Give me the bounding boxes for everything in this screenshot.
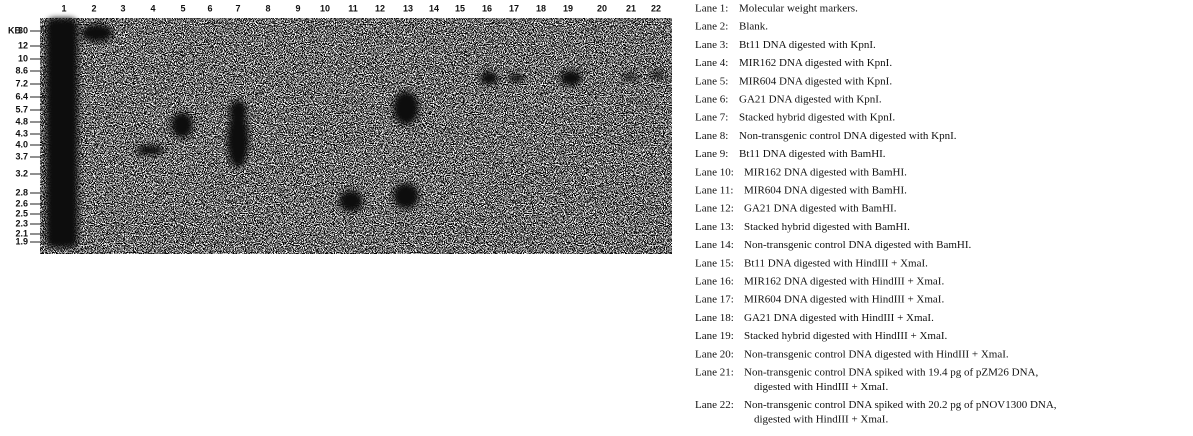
legend-text: MIR604 DNA digested with HindIII + XmaI. (744, 294, 944, 306)
size-marker: 2.3 (15, 218, 28, 228)
lane-number: 14 (429, 3, 439, 13)
legend-text: MIR604 DNA digested with BamHI. (744, 185, 907, 197)
legend-text: GA21 DNA digested with KpnI. (739, 94, 882, 106)
lane-number: 6 (207, 3, 212, 13)
size-marker: 4.0 (15, 139, 28, 149)
lane-number: 4 (150, 3, 155, 13)
legend-text: Stacked hybrid digested with KpnI. (739, 112, 895, 124)
legend-lane: Lane 20: (695, 348, 734, 360)
size-marker: 3.2 (15, 168, 28, 178)
legend-text: MIR162 DNA digested with KpnI. (739, 57, 892, 69)
lane-number: 8 (265, 3, 270, 13)
legend-lane: Lane 16: (695, 276, 734, 288)
size-marker: 4.8 (15, 116, 28, 126)
size-marker: 3.7 (15, 151, 28, 161)
legend-text: Bt11 DNA digested with KpnI. (739, 39, 876, 51)
legend-text: MIR604 DNA digested with KpnI. (739, 75, 892, 87)
legend-lane: Lane 18: (695, 312, 734, 324)
lane-number: 22 (651, 3, 661, 13)
gel (40, 18, 672, 254)
legend-continuation: digested with HindIII + XmaI. (754, 414, 888, 426)
legend-lane: Lane 21: (695, 367, 734, 379)
size-marker: 5.7 (15, 104, 28, 114)
legend-lane: Lane 1: (695, 3, 728, 15)
size-marker: 4.3 (15, 128, 28, 138)
legend-lane: Lane 7: (695, 112, 728, 124)
lane-number: 1 (61, 3, 66, 13)
size-marker: 30 (18, 25, 28, 35)
legend-text: Bt11 DNA digested with HindIII + XmaI. (744, 257, 928, 269)
legend-text: Non-transgenic control DNA digested with… (744, 348, 1009, 360)
lane-number: 20 (597, 3, 607, 13)
size-marker: 10 (18, 53, 28, 63)
lane-number: 21 (626, 3, 636, 13)
legend-text: Molecular weight markers. (739, 3, 858, 15)
legend-text: Non-transgenic control DNA spiked with 1… (744, 367, 1038, 379)
legend-text: Non-transgenic control DNA digested with… (744, 239, 972, 251)
legend-lane: Lane 9: (695, 148, 728, 160)
lane-number: 2 (91, 3, 96, 13)
legend-text: Non-transgenic control DNA spiked with 2… (744, 399, 1057, 411)
legend-lane: Lane 2: (695, 21, 728, 33)
legend-lane: Lane 15: (695, 257, 734, 269)
size-marker: 7.2 (15, 78, 28, 88)
lane-number: 5 (180, 3, 185, 13)
legend-continuation: digested with HindIII + XmaI. (754, 381, 888, 393)
legend-text: GA21 DNA digested with HindIII + XmaI. (744, 312, 934, 324)
size-marker: 8.6 (15, 65, 28, 75)
lane-number: 13 (403, 3, 413, 13)
legend-text: GA21 DNA digested with BamHI. (744, 203, 897, 215)
legend-lane: Lane 17: (695, 294, 734, 306)
size-marker: 12 (18, 40, 28, 50)
legend-lane: Lane 8: (695, 130, 728, 142)
legend-lane: Lane 13: (695, 221, 734, 233)
lane-number: 19 (563, 3, 573, 13)
legend-lane: Lane 22: (695, 399, 734, 411)
size-marker: 2.8 (15, 187, 28, 197)
legend-lane: Lane 11: (695, 185, 733, 197)
lane-number: 16 (482, 3, 492, 13)
lane-number: 12 (375, 3, 385, 13)
size-marker: 1.9 (15, 236, 28, 246)
legend-text: Non-transgenic control DNA digested with… (739, 130, 957, 142)
lane-number: 7 (235, 3, 240, 13)
size-marker: 2.6 (15, 198, 28, 208)
lane-number: 3 (120, 3, 125, 13)
lane-number: 10 (320, 3, 330, 13)
legend-lane: Lane 5: (695, 75, 728, 87)
legend-text: Stacked hybrid digested with BamHI. (744, 221, 910, 233)
legend-text: Blank. (739, 21, 768, 33)
legend-lane: Lane 4: (695, 57, 728, 69)
legend-lane: Lane 10: (695, 166, 734, 178)
legend-text: MIR162 DNA digested with HindIII + XmaI. (744, 276, 944, 288)
legend-lane: Lane 14: (695, 239, 734, 251)
legend-lane: Lane 3: (695, 39, 728, 51)
lane-number: 18 (536, 3, 546, 13)
lane-number: 17 (509, 3, 519, 13)
legend-lane: Lane 19: (695, 330, 734, 342)
legend-text: Bt11 DNA digested with BamHI. (739, 148, 886, 160)
lane-number: 9 (295, 3, 300, 13)
lane-number: 15 (455, 3, 465, 13)
legend-lane: Lane 12: (695, 203, 734, 215)
legend-text: MIR162 DNA digested with BamHI. (744, 166, 907, 178)
legend-lane: Lane 6: (695, 94, 728, 106)
figure: KB 1234567891011121314151617181920212230… (0, 0, 1193, 436)
size-marker: 2.5 (15, 208, 28, 218)
lane-number: 11 (348, 3, 358, 13)
gel-noise (40, 18, 672, 254)
legend-text: Stacked hybrid digested with HindIII + X… (744, 330, 947, 342)
size-marker: 6.4 (15, 91, 28, 101)
